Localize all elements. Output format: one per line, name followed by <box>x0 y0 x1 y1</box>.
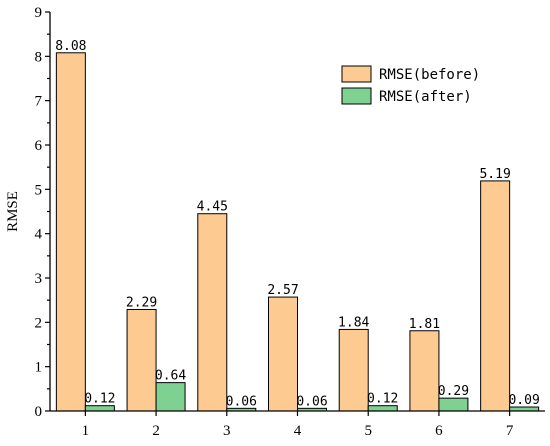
x-tick-label-2: 2 <box>152 423 160 439</box>
data-label-before-3: 4.45 <box>197 200 228 215</box>
axes-layer: 0 1 2 3 4 5 6 7 8 9 1 2 3 4 5 6 7 <box>35 5 545 439</box>
legend-swatch-before <box>341 65 372 83</box>
bar-before-6 <box>409 330 440 412</box>
data-label-after-1: 0.12 <box>84 392 115 407</box>
legend-swatch-after <box>341 87 372 105</box>
data-label-before-4: 2.57 <box>267 283 298 298</box>
data-label-before-6: 1.81 <box>409 317 440 332</box>
y-tick-label-8: 8 <box>35 49 43 65</box>
y-axis-title: RMSE <box>5 191 21 232</box>
legend: RMSE(before) RMSE(after) <box>341 65 480 105</box>
y-tick-label-0: 0 <box>35 404 43 420</box>
legend-label-after: RMSE(after) <box>379 89 472 105</box>
bar-after-6 <box>438 397 469 412</box>
data-label-before-5: 1.84 <box>338 315 369 330</box>
bar-before-3 <box>197 213 228 412</box>
legend-label-before: RMSE(before) <box>379 67 480 83</box>
data-labels-layer: 8.08 0.12 2.29 0.64 4.45 0.06 2.57 0.06 1.84 0.12… <box>55 39 540 410</box>
data-label-after-3: 0.06 <box>226 394 257 409</box>
y-tick-label-4: 4 <box>35 227 43 243</box>
y-tick-label-6: 6 <box>35 138 43 154</box>
data-label-after-4: 0.06 <box>296 394 327 409</box>
bar-before-2 <box>126 308 157 412</box>
x-tick-label-5: 5 <box>364 423 372 439</box>
bar-before-4 <box>268 296 298 412</box>
bar-before-5 <box>338 328 369 412</box>
bar-after-2 <box>155 382 186 412</box>
data-label-before-7: 5.19 <box>479 167 510 182</box>
data-label-after-5: 0.12 <box>367 392 398 407</box>
data-label-after-7: 0.09 <box>508 393 539 408</box>
bar-before-1 <box>55 52 86 412</box>
data-label-before-1: 8.08 <box>55 39 86 54</box>
data-label-before-2: 2.29 <box>126 295 157 310</box>
y-tick-label-5: 5 <box>35 182 43 198</box>
x-tick-label-1: 1 <box>82 423 90 439</box>
data-label-after-6: 0.29 <box>438 384 469 399</box>
x-tick-label-4: 4 <box>294 423 302 439</box>
y-tick-label-7: 7 <box>35 94 43 110</box>
y-tick-label-2: 2 <box>35 315 43 331</box>
y-tick-label-9: 9 <box>35 5 43 21</box>
data-label-after-2: 0.64 <box>155 369 186 384</box>
y-tick-label-3: 3 <box>35 271 43 287</box>
x-tick-label-6: 6 <box>435 423 443 439</box>
y-tick-label-1: 1 <box>35 360 43 376</box>
bars-layer <box>55 52 540 412</box>
bar-before-7 <box>480 180 511 412</box>
x-tick-label-3: 3 <box>223 423 231 439</box>
x-tick-label-7: 7 <box>506 423 514 439</box>
